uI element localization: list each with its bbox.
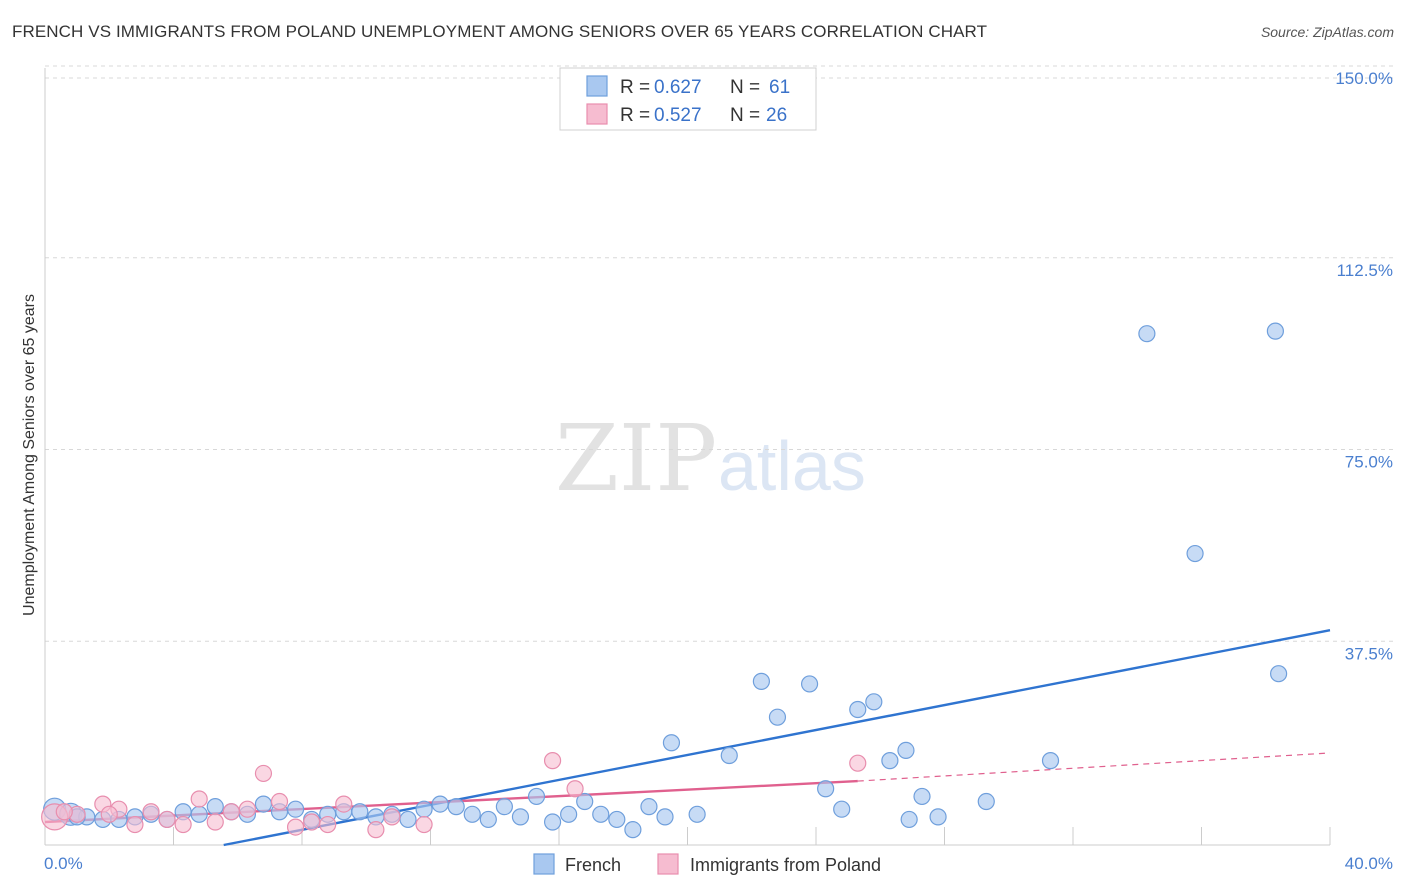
point-french-22: [399, 810, 417, 829]
point-french-10: [206, 798, 224, 816]
point-french-56: [1138, 325, 1156, 343]
legend-r-label-poland: R =: [620, 105, 650, 126]
point-french-41: [720, 746, 738, 765]
point-french-59: [1269, 665, 1288, 683]
legend-r-label-french: R =: [620, 77, 650, 98]
point-french-29: [511, 808, 530, 826]
y-axis-label: Unemployment Among Seniors over 65 years: [21, 294, 38, 616]
y-tick-label-0: 37.5%: [1345, 644, 1393, 663]
legend-n-value-french: 61: [769, 77, 790, 98]
y-tick-label-1: 75.0%: [1345, 453, 1393, 472]
point-french-36: [624, 821, 642, 839]
point-french-58: [1266, 322, 1284, 340]
bottom-legend: French Immigrants from Poland: [533, 853, 881, 875]
point-french-50: [897, 741, 915, 760]
point-poland-16: [319, 815, 337, 834]
point-poland-21: [543, 752, 562, 770]
point-french-26: [463, 805, 481, 823]
bottom-legend-swatch-poland: [657, 853, 679, 875]
point-poland-22: [566, 780, 584, 798]
point-poland-8: [190, 790, 208, 808]
legend-r-value-french: 0.627: [654, 77, 702, 98]
point-french-34: [592, 805, 610, 823]
point-poland-25: [55, 803, 73, 821]
data-points: [41, 322, 1288, 839]
watermark-zip: ZIP: [555, 405, 717, 512]
point-poland-11: [238, 800, 256, 818]
legend-swatch-poland: [586, 103, 608, 125]
point-french-33: [576, 792, 594, 811]
y-tick-label-3: 150.0%: [1335, 69, 1393, 88]
point-french-53: [929, 808, 947, 826]
point-poland-24: [100, 805, 118, 823]
point-french-35: [608, 810, 626, 829]
x-tick-label-1: 40.0%: [1345, 854, 1393, 873]
point-poland-20: [415, 815, 433, 834]
axes: [44, 68, 1331, 846]
point-french-42: [752, 672, 770, 690]
point-french-51: [900, 810, 918, 829]
bottom-legend-label-french: French: [565, 855, 621, 875]
point-french-40: [688, 805, 706, 823]
bottom-legend-label-poland: Immigrants from Poland: [690, 855, 881, 875]
point-french-48: [865, 693, 883, 711]
point-poland-19: [383, 808, 401, 826]
source-label: Source: ZipAtlas.com: [1260, 24, 1394, 40]
trendline-poland-extension: [857, 752, 1331, 782]
point-french-49: [881, 752, 899, 770]
bottom-legend-swatch-french: [533, 853, 555, 875]
point-poland-10: [222, 803, 240, 821]
point-french-43: [768, 708, 787, 726]
x-tick-label-0: 0.0%: [44, 854, 83, 873]
point-french-37: [640, 798, 658, 816]
y-tick-label-2: 112.5%: [1337, 261, 1393, 280]
point-poland-7: [174, 815, 192, 834]
point-french-39: [662, 734, 681, 752]
point-poland-9: [206, 813, 224, 831]
point-french-32: [560, 805, 578, 823]
point-french-38: [656, 808, 674, 826]
point-french-28: [495, 798, 513, 816]
point-french-45: [817, 780, 835, 798]
point-french-19: [351, 803, 369, 821]
point-poland-23: [849, 754, 867, 772]
point-poland-14: [286, 818, 305, 836]
point-french-23: [415, 800, 433, 818]
point-poland-12: [254, 764, 273, 783]
trendline-french: [223, 629, 1331, 847]
legend-n-value-poland: 26: [766, 105, 787, 126]
point-french-57: [1186, 544, 1204, 563]
point-poland-6: [158, 810, 176, 829]
watermark-atlas: atlas: [718, 427, 866, 505]
legend-swatch-french: [586, 75, 608, 97]
point-poland-4: [126, 815, 144, 834]
point-french-55: [1041, 752, 1060, 770]
point-french-54: [977, 792, 995, 811]
chart-title: FRENCH VS IMMIGRANTS FROM POLAND UNEMPLO…: [12, 22, 988, 41]
point-french-31: [543, 813, 562, 831]
point-poland-13: [270, 792, 289, 811]
point-french-24: [431, 795, 449, 813]
point-french-27: [479, 810, 497, 829]
point-poland-15: [303, 813, 321, 831]
point-poland-5: [142, 803, 160, 821]
point-french-9: [190, 805, 208, 823]
legend-r-value-poland: 0.527: [654, 105, 702, 126]
point-french-15: [286, 800, 305, 818]
point-poland-18: [367, 821, 385, 839]
tick-labels: 37.5% 75.0% 112.5% 150.0% 0.0% 40.0%: [44, 69, 1393, 873]
legend-n-label-french: N =: [730, 77, 760, 98]
point-french-46: [833, 800, 851, 818]
point-french-13: [254, 795, 273, 813]
point-french-47: [849, 700, 867, 719]
point-poland-17: [335, 795, 353, 813]
legend: R = 0.627 N = 61 R = 0.527 N = 26: [559, 67, 817, 131]
point-french-44: [800, 675, 819, 693]
point-french-52: [913, 787, 931, 806]
legend-n-label-poland: N =: [730, 105, 760, 126]
point-french-25: [447, 798, 465, 816]
point-french-30: [527, 787, 546, 806]
